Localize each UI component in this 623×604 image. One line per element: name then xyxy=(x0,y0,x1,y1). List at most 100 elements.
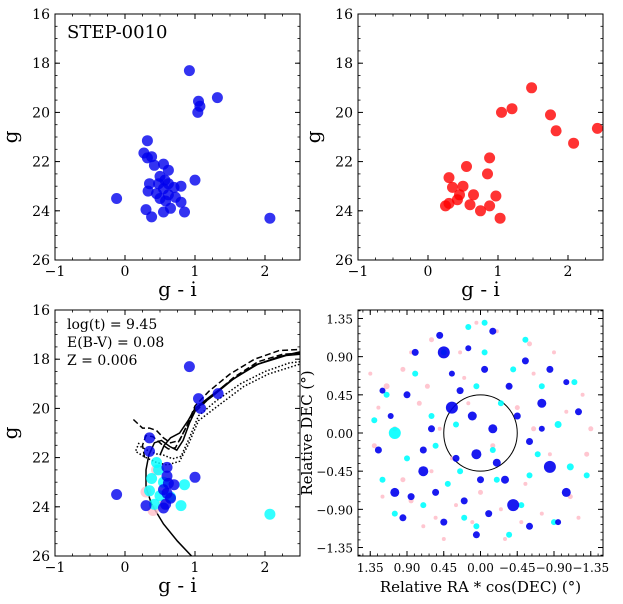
point-pink-26 xyxy=(580,392,585,397)
point-cyan-25 xyxy=(571,379,578,386)
isochrone-dashed-3 xyxy=(141,352,300,458)
point-cyan-7 xyxy=(493,476,500,483)
point-blue-4 xyxy=(144,432,155,444)
point-pink-16 xyxy=(503,537,507,541)
axes-tr: −1 0 1 2 16 18 20 22 24 26 g - i g xyxy=(301,7,604,301)
point-pink-44 xyxy=(433,515,438,520)
y-tick-label-2: 20 xyxy=(335,105,353,121)
y-tick-label-5: −0.90 xyxy=(316,503,353,517)
x-axis-label-tl: g - i xyxy=(158,277,197,301)
point-members-27 xyxy=(189,174,201,186)
point-cyan-28 xyxy=(473,523,480,530)
point-pink-11 xyxy=(523,481,528,486)
point-blue-32 xyxy=(526,522,533,530)
point-members-32 xyxy=(179,206,190,218)
point-pink-24 xyxy=(539,511,544,516)
point-field-18 xyxy=(464,199,476,211)
x-tick-label-0: −1 xyxy=(348,264,369,280)
point-blue-39 xyxy=(387,413,394,419)
point-pink-5 xyxy=(416,400,422,406)
point-pink-8 xyxy=(547,452,552,457)
isochrone-dotted-4 xyxy=(140,360,300,460)
point-cyan-31 xyxy=(481,349,488,356)
isochrone-dotted-5 xyxy=(134,363,300,466)
point-field-19 xyxy=(475,205,486,217)
point-blue-35 xyxy=(465,345,472,352)
point-cyan-33 xyxy=(526,472,533,479)
y-tick-label-0: 1.35 xyxy=(326,312,353,326)
point-cyan-9 xyxy=(175,500,187,512)
x-tick-label-3: 0.00 xyxy=(467,561,494,575)
x-tick-label-3: 2 xyxy=(261,264,270,280)
point-blue-30 xyxy=(575,408,582,416)
point-blue-2 xyxy=(507,499,520,512)
point-blue-20 xyxy=(513,412,521,420)
selection-circle xyxy=(443,394,518,472)
y-tick-label-5: 26 xyxy=(335,253,353,269)
point-pink-25 xyxy=(368,371,373,376)
point-cyan-6 xyxy=(444,480,451,487)
x-tick-label-2: 1 xyxy=(191,264,200,280)
point-pink-12 xyxy=(454,503,458,508)
x-tick-label-3: 2 xyxy=(261,560,270,576)
point-members-11 xyxy=(162,164,174,176)
point-blue-19 xyxy=(428,425,435,433)
point-cyan-10 xyxy=(518,502,525,509)
point-pink-40 xyxy=(588,426,594,432)
point-blue-5 xyxy=(488,424,498,434)
point-field-22 xyxy=(494,212,506,224)
point-blue-29 xyxy=(379,387,386,394)
x-tick-label-2: 1 xyxy=(191,560,200,576)
y-axis-label-tr: g xyxy=(301,130,325,143)
y-tick-label-4: −0.45 xyxy=(316,465,353,479)
point-field-17 xyxy=(440,200,451,212)
point-cyan-21 xyxy=(538,383,545,390)
x-tick-label-1: 0 xyxy=(424,264,433,280)
point-blue-10 xyxy=(436,331,444,339)
point-blue-14 xyxy=(189,471,201,483)
point-field-14 xyxy=(468,189,479,201)
point-cyan-0 xyxy=(388,427,401,439)
point-pink-14 xyxy=(478,489,483,495)
y-tick-label-4: 24 xyxy=(32,500,50,516)
point-cyan-17 xyxy=(489,447,496,453)
point-blue-6 xyxy=(467,411,477,421)
x-axis-label-br: Relative RA * cos(DEC) (°) xyxy=(380,578,581,596)
x-tick-label-2: 1 xyxy=(494,264,503,280)
point-cyan-32 xyxy=(432,442,439,449)
point-pink-32 xyxy=(441,537,446,541)
y-tick-label-2: 20 xyxy=(32,105,50,121)
point-cyan-23 xyxy=(522,336,529,343)
point-pink-7 xyxy=(437,426,442,431)
point-pink-37 xyxy=(458,350,463,355)
point-field-20 xyxy=(484,200,496,212)
point-field-21 xyxy=(490,190,502,202)
chart-title: STEP-0010 xyxy=(67,22,168,43)
axes-bl: −1 0 1 2 16 18 20 22 24 26 g - i g log(t) = 9.45 E(B-… xyxy=(0,303,301,597)
point-pink-19 xyxy=(462,375,467,380)
point-pink-23 xyxy=(429,469,434,474)
point-cyan-26 xyxy=(420,502,427,509)
point-blue-3 xyxy=(543,460,556,473)
point-cyan-10 xyxy=(264,508,276,520)
point-pink-6 xyxy=(564,409,569,414)
point-members-33 xyxy=(111,193,123,204)
point-blue-24 xyxy=(492,458,501,467)
point-blue-33 xyxy=(440,518,448,526)
point-blue-26 xyxy=(526,438,533,445)
x-tick-label-3: 2 xyxy=(564,264,573,280)
y-tick-label-1: 18 xyxy=(32,56,50,72)
point-cyan-11 xyxy=(461,514,468,521)
point-cyan-19 xyxy=(510,366,517,373)
x-axis-label-bl: g - i xyxy=(158,573,197,597)
point-cyan-5 xyxy=(144,485,155,497)
point-members-9 xyxy=(148,159,160,171)
point-blue-42 xyxy=(538,425,545,432)
y-tick-label-6: −1.35 xyxy=(316,542,353,556)
point-pink-38 xyxy=(498,507,503,512)
y-axis-label-tl: g xyxy=(0,130,22,143)
point-pink-31 xyxy=(380,494,385,499)
point-blue-11 xyxy=(489,327,497,335)
point-pink-41 xyxy=(376,405,381,410)
